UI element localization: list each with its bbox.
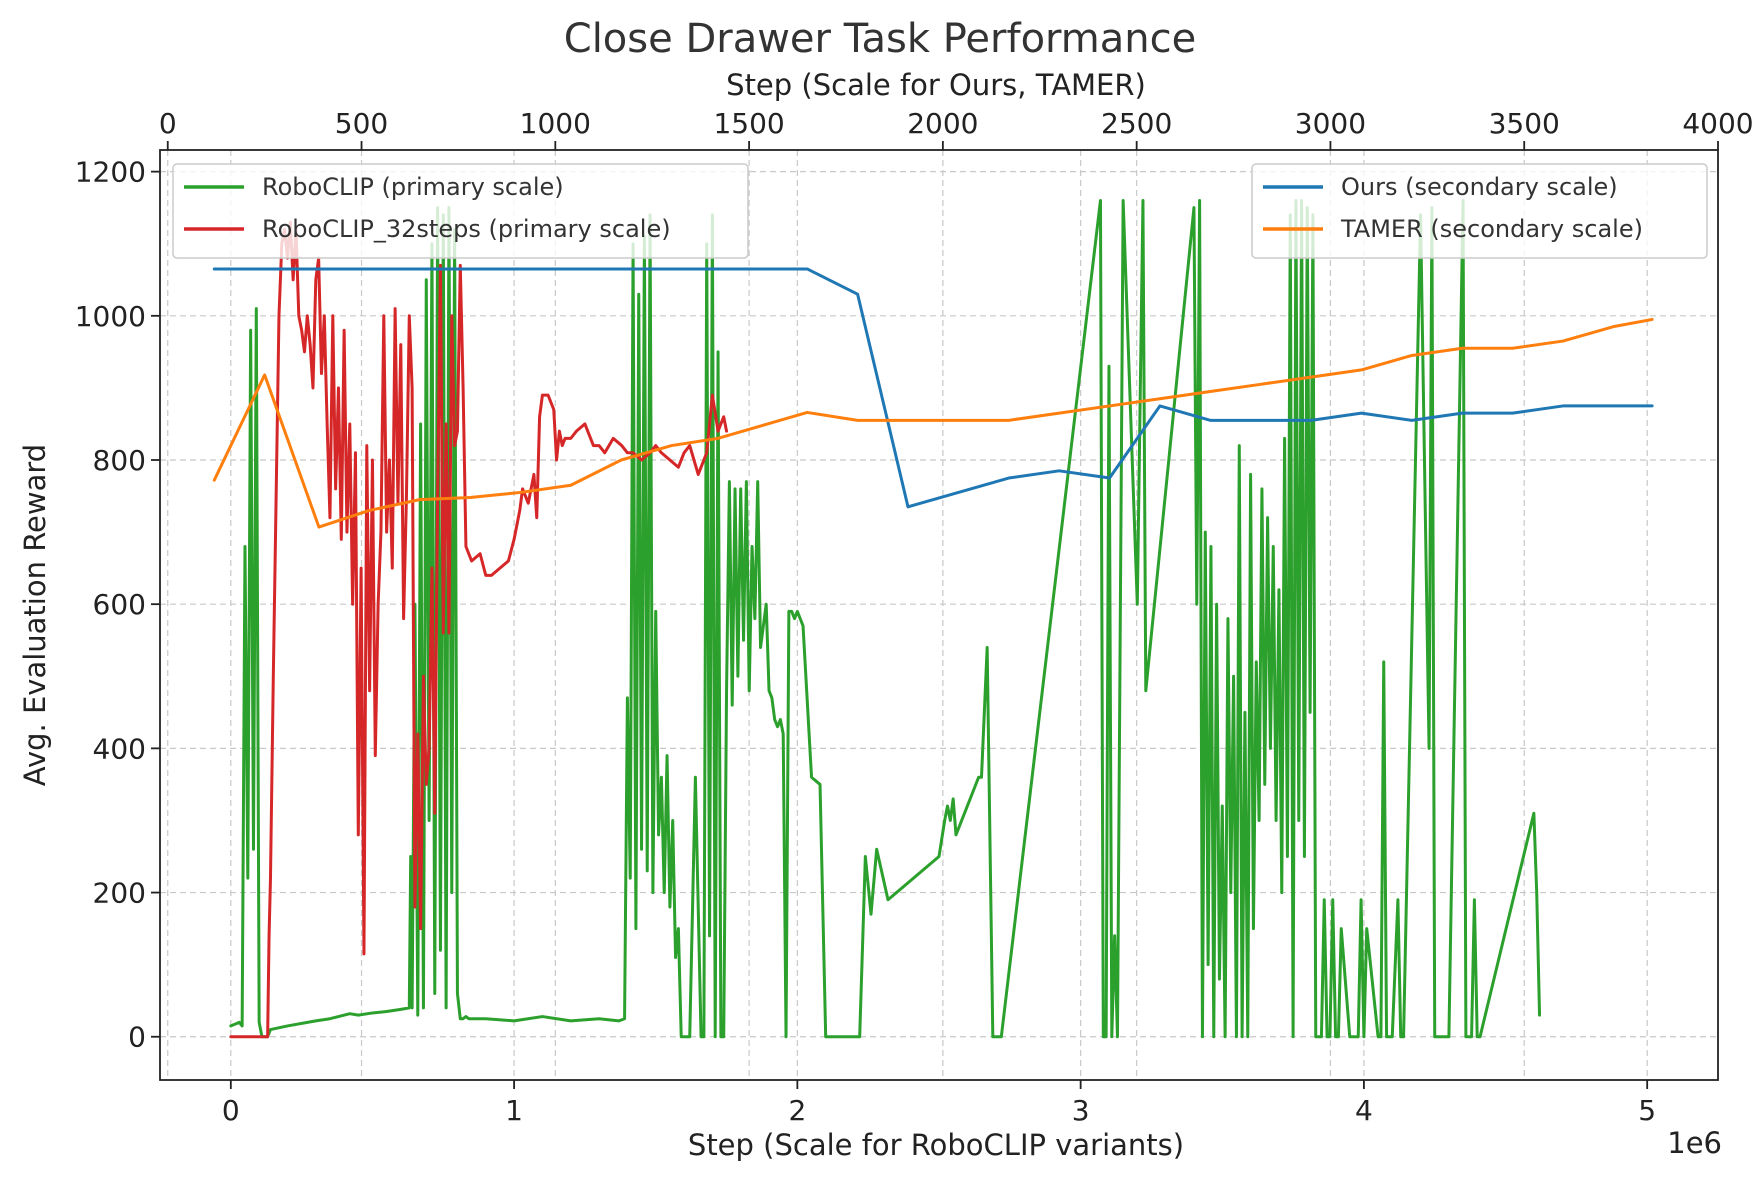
x-tick-label-4: 4 <box>1355 1094 1373 1127</box>
x-tick-label-1: 1 <box>505 1094 523 1127</box>
x2-tick-label-6: 3000 <box>1295 107 1366 140</box>
x-tick-label-3: 3 <box>1072 1094 1090 1127</box>
legend-primary: RoboCLIP (primary scale) RoboCLIP_32step… <box>172 163 749 259</box>
legend-primary-box <box>172 163 749 259</box>
y-tick-label-5: 1000 <box>75 300 146 333</box>
x-axis-ticks: 0 1 2 3 4 5 <box>222 1080 1656 1127</box>
secondary-x-axis-label: Step (Scale for Ours, TAMER) <box>726 68 1146 102</box>
chart-title: Close Drawer Task Performance <box>564 16 1196 62</box>
x-axis-label: Step (Scale for RoboCLIP variants) <box>688 1128 1184 1162</box>
legend-label-tamer: TAMER (secondary scale) <box>1340 215 1643 243</box>
plot-frame <box>159 149 1719 1081</box>
y-tick-label-4: 800 <box>93 444 146 477</box>
x2-tick-label-0: 0 <box>159 107 177 140</box>
x-tick-label-5: 5 <box>1638 1094 1656 1127</box>
x2-tick-label-3: 1500 <box>713 107 784 140</box>
y-tick-label-1: 200 <box>93 877 146 910</box>
x-tick-label-2: 2 <box>788 1094 806 1127</box>
legend-label-ours: Ours (secondary scale) <box>1341 173 1618 201</box>
plot-series <box>212 198 1654 1039</box>
y-tick-label-2: 400 <box>93 732 146 765</box>
x-tick-label-0: 0 <box>222 1094 240 1127</box>
y-axis-label: Avg. Evaluation Reward <box>18 444 52 786</box>
x2-tick-label-4: 2000 <box>907 107 978 140</box>
x-axis-offset-label: 1e6 <box>1667 1126 1722 1160</box>
x2-tick-label-7: 3500 <box>1489 107 1560 140</box>
series-line-roboclip-primary-scale <box>229 198 1542 1039</box>
legend-secondary: Ours (secondary scale) TAMER (secondary … <box>1251 163 1708 259</box>
y-tick-label-6: 1200 <box>75 156 146 189</box>
series-line-ours-secondary-scale <box>212 267 1654 509</box>
x2-tick-label-1: 500 <box>335 107 388 140</box>
series-line-roboclip-32steps-primary-scale <box>229 220 729 1039</box>
x2-tick-label-2: 1000 <box>520 107 591 140</box>
series-line-tamer-secondary-scale <box>212 317 1654 529</box>
legend-label-roboclip-32steps: RoboCLIP_32steps (primary scale) <box>262 215 671 243</box>
y-tick-label-0: 0 <box>128 1021 146 1054</box>
y-tick-label-3: 600 <box>93 588 146 621</box>
legend-secondary-box <box>1251 163 1708 259</box>
secondary-x-axis-ticks: 0 500 1000 1500 2000 2500 3000 3500 4000 <box>159 107 1754 150</box>
x2-tick-label-5: 2500 <box>1101 107 1172 140</box>
x2-tick-label-8: 4000 <box>1682 107 1753 140</box>
y-axis-ticks: 0 200 400 600 800 1000 1200 <box>75 156 160 1054</box>
legend-label-roboclip: RoboCLIP (primary scale) <box>262 173 564 201</box>
